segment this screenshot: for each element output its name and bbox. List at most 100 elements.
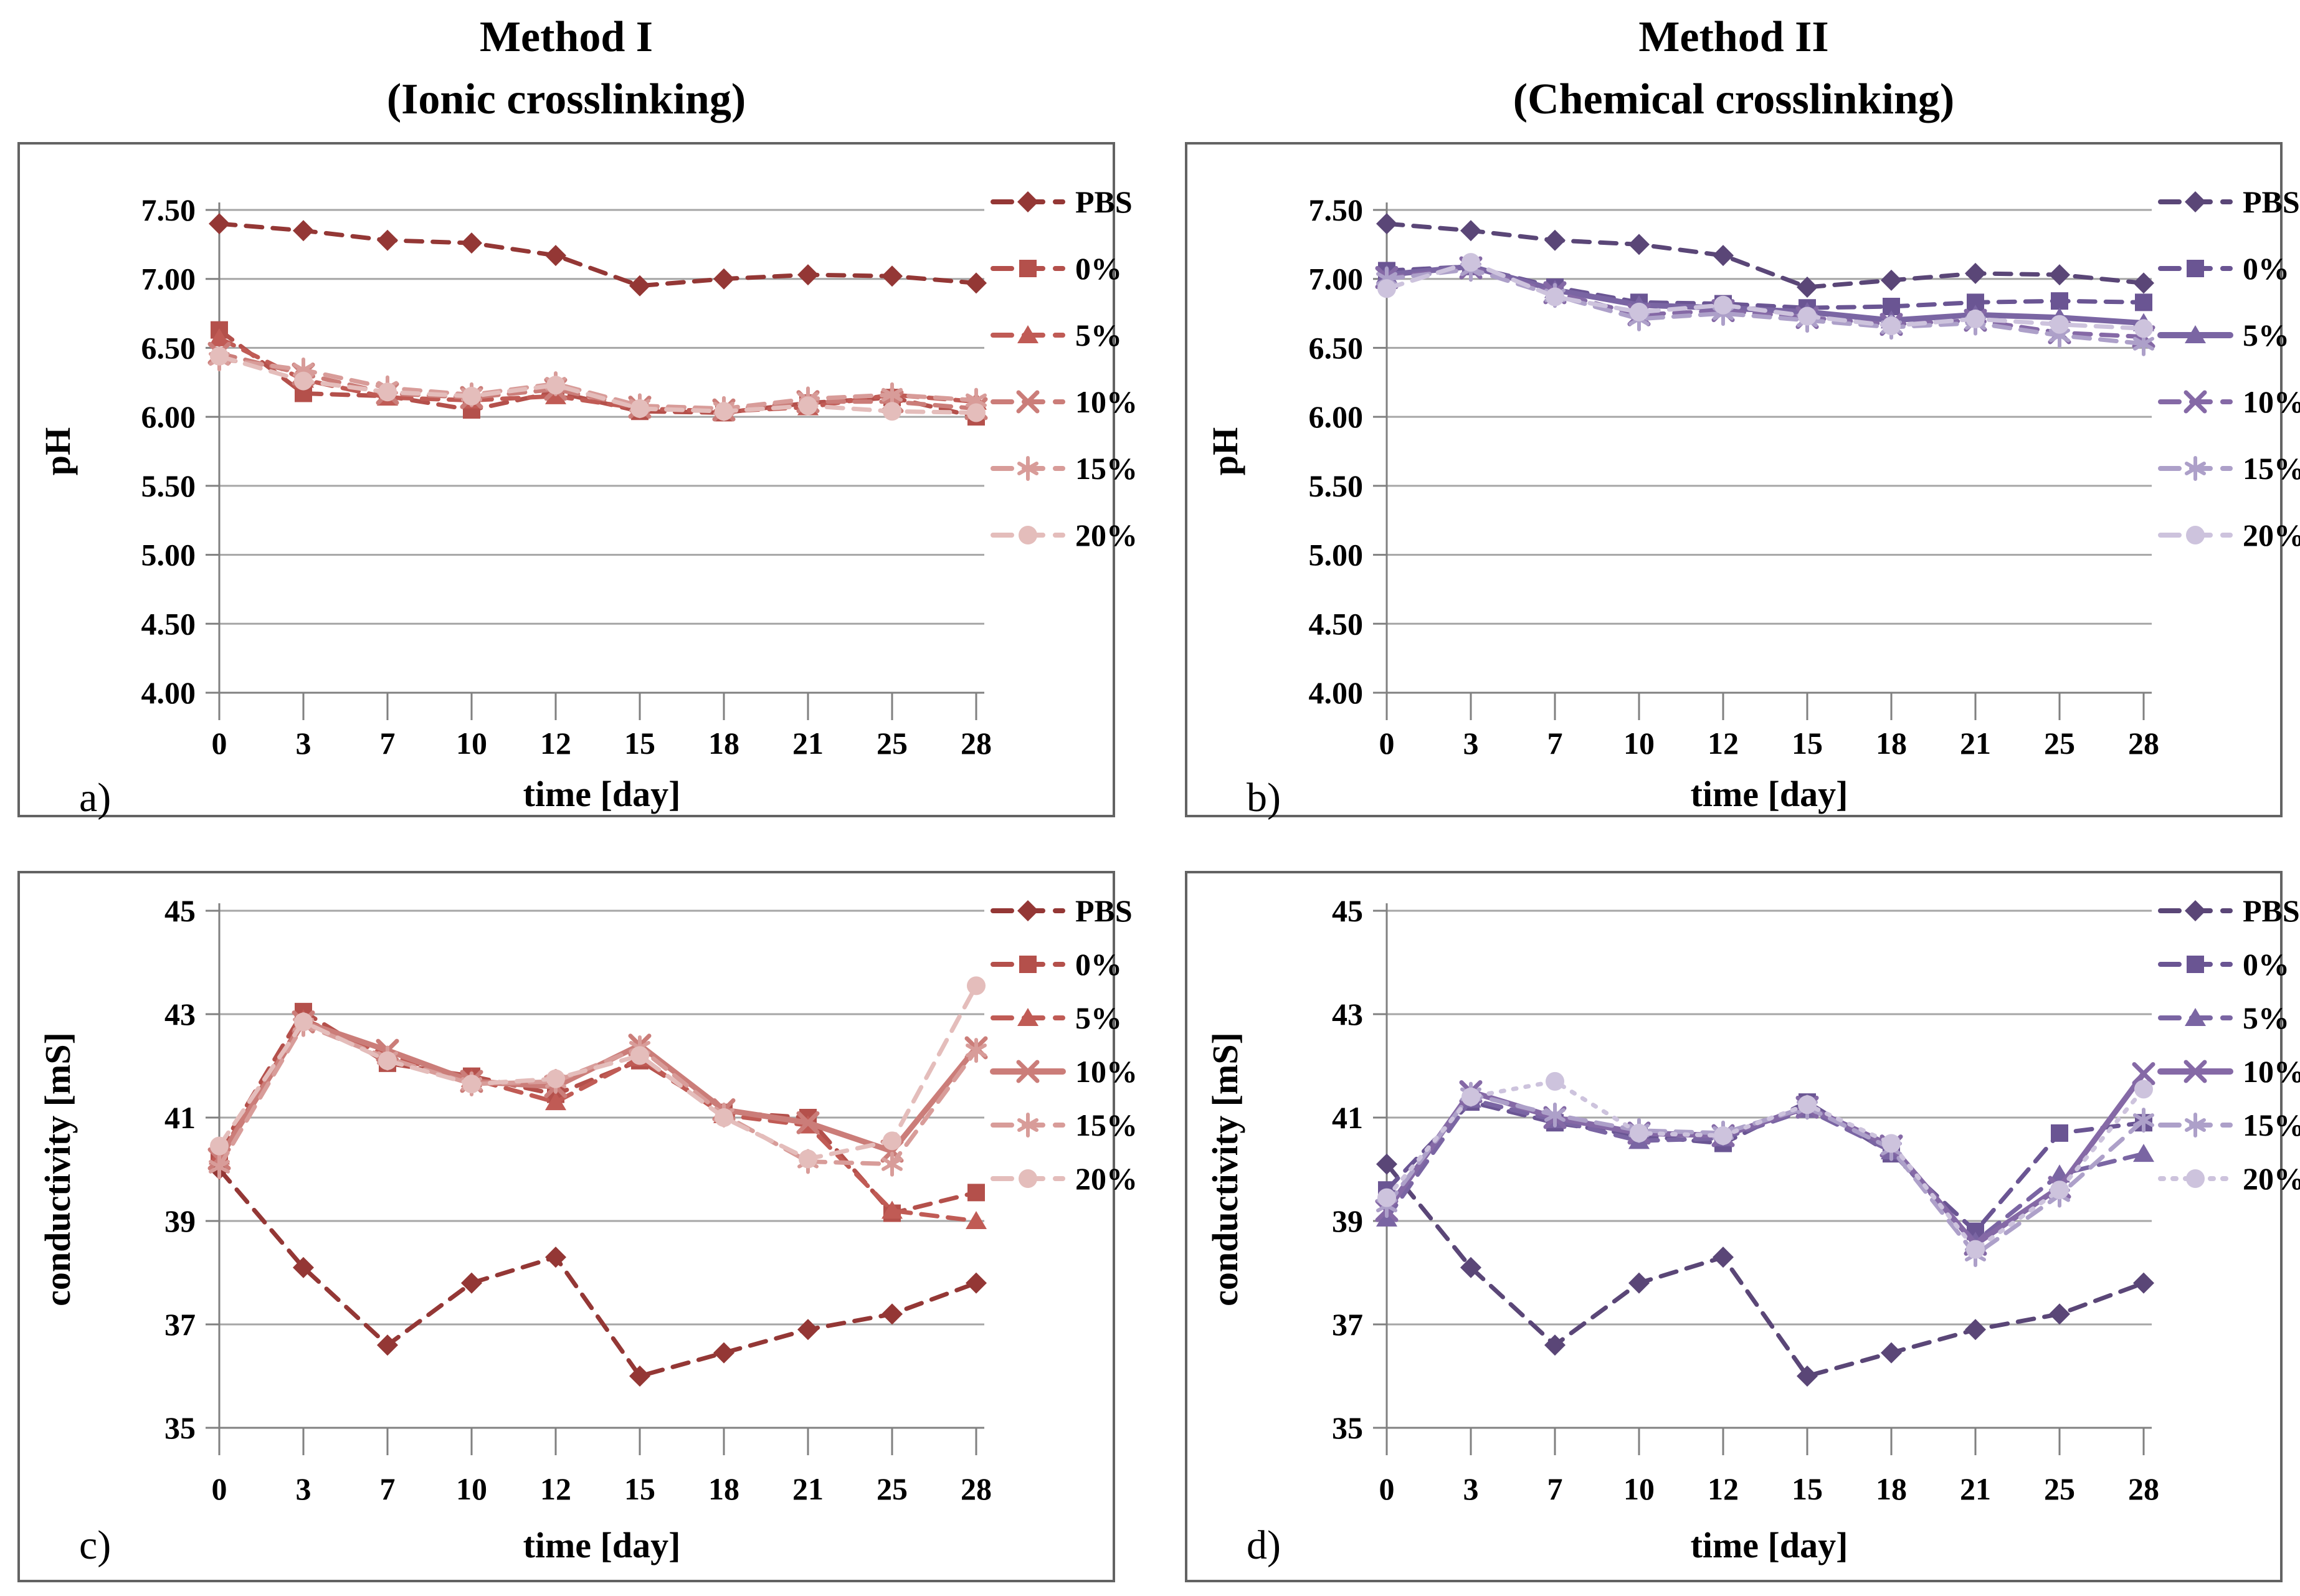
method1-subtitle: (Ionic crosslinking)	[386, 75, 746, 123]
circle-marker	[883, 1131, 901, 1151]
data-point-marker	[545, 1247, 566, 1268]
y-tick-label: 39	[1332, 1204, 1363, 1238]
panel-c-conductivity-method1: 45 43 41 39 37 35 0 3 7 10 12 15 18 21 25 28 PBS 0% 5% 10% 1…	[17, 871, 1138, 1582]
data-point-marker	[799, 1149, 817, 1169]
legend-label: 15%	[2243, 451, 2300, 486]
data-point-marker	[1628, 1272, 1650, 1294]
legend-label: 0%	[1075, 251, 1122, 286]
legend-marker	[2185, 325, 2206, 343]
circle-marker	[2186, 526, 2205, 544]
data-point-marker	[2050, 1180, 2069, 1200]
legend-label: PBS	[1075, 893, 1133, 928]
legend-label: PBS	[2243, 893, 2300, 928]
diamond-marker	[1797, 277, 1818, 298]
data-point-marker	[294, 371, 313, 391]
data-point-marker	[1798, 306, 1817, 326]
data-point-marker	[1881, 1342, 1902, 1364]
x-tick-label: 25	[2044, 1471, 2075, 1506]
method2-subtitle: (Chemical crosslinking)	[1513, 75, 1955, 123]
panel-d-conductivity-method2: 45 43 41 39 37 35 0 3 7 10 12 15 18 21 25 28 PBS 0% 5% 10% 1…	[1185, 871, 2300, 1582]
y-tick-label: 5.00	[1309, 538, 1364, 572]
y-axis-title: conductivity [mS]	[37, 1032, 78, 1306]
square-marker	[2187, 956, 2204, 973]
diamond-marker	[797, 1319, 819, 1341]
asterisk-marker	[882, 382, 903, 407]
circle-marker	[630, 399, 649, 418]
data-point-marker	[799, 396, 817, 416]
legend-label: 10%	[1075, 384, 1138, 419]
legend-marker	[1017, 456, 1038, 481]
series-line	[217, 1016, 979, 1223]
legend: PBS 0% 5% 10% 15% 20%	[991, 184, 1138, 553]
circle-marker	[1461, 1087, 1480, 1106]
diamond-marker	[1017, 900, 1038, 921]
x-tick-label: 7	[380, 726, 396, 761]
data-point-marker	[883, 1131, 901, 1151]
data-point-marker	[462, 1075, 481, 1094]
circle-marker	[1966, 309, 1985, 328]
y-tick-label: 5.00	[141, 538, 196, 572]
data-point-marker	[967, 1184, 985, 1202]
legend-marker	[2185, 191, 2206, 212]
series-line	[217, 1167, 979, 1379]
gridlines	[1373, 209, 2152, 694]
diamond-marker	[293, 220, 314, 242]
x-tick-label: 10	[456, 1471, 487, 1506]
x-tick-label: 3	[1463, 726, 1479, 761]
x-tick-label: 21	[792, 1471, 824, 1506]
diamond-marker	[461, 232, 482, 254]
triangle-marker	[1017, 325, 1038, 343]
y-tick-label: 4.50	[1309, 606, 1364, 641]
asterisk-marker	[2185, 1113, 2206, 1138]
circle-marker	[1377, 1188, 1396, 1207]
data-point-marker	[1460, 1256, 1481, 1278]
series-PBS	[209, 1159, 987, 1387]
series-line	[216, 1019, 979, 1162]
legend-label: 5%	[1075, 1000, 1122, 1035]
x-tick-label: 28	[961, 1471, 992, 1506]
panel-letter: d)	[1247, 1522, 1281, 1568]
method2-title-block: Method II (Chemical crosslinking)	[1185, 6, 2283, 131]
x-marker	[2132, 1062, 2155, 1085]
series-PBS	[1376, 1153, 2154, 1387]
legend-label: 0%	[2243, 947, 2289, 982]
legend-marker	[1017, 325, 1038, 343]
y-tick-label: 45	[164, 893, 196, 928]
data-point-marker	[1376, 1153, 1397, 1175]
data-point-marker	[546, 1069, 565, 1088]
legend-entry-20pct: 20%	[2158, 518, 2300, 553]
y-tick-label: 7.00	[141, 262, 196, 297]
data-point-marker	[1966, 309, 1985, 328]
legend: PBS 0% 5% 10% 15% 20%	[990, 893, 1138, 1196]
legend-label: 0%	[2243, 251, 2289, 286]
x-tick-label: 3	[1463, 1471, 1479, 1506]
x-marker	[1016, 390, 1040, 414]
series-15pct	[209, 1012, 987, 1179]
legend-marker	[2186, 526, 2205, 544]
data-point-marker	[1630, 1123, 1648, 1142]
legend-marker	[2187, 956, 2204, 973]
y-axis-title: conductivity [mS]	[1205, 1032, 1245, 1306]
x-marker	[1016, 1060, 1040, 1083]
diamond-marker	[1376, 213, 1397, 235]
data-point-marker	[2134, 1080, 2153, 1099]
diamond-marker	[629, 1366, 650, 1387]
diamond-marker	[1881, 1342, 1902, 1364]
series-20pct	[210, 346, 986, 422]
circle-marker	[546, 376, 565, 395]
x-marker	[796, 1111, 820, 1134]
data-point-marker	[2135, 293, 2152, 311]
legend-label: 5%	[1075, 318, 1122, 353]
x-tick-label: 21	[1960, 1471, 1991, 1506]
asterisk-marker	[966, 1038, 987, 1063]
circle-marker	[1546, 287, 1564, 306]
asterisk-marker	[882, 1151, 903, 1177]
x-tick-label: 25	[877, 1471, 908, 1506]
y-tick-label: 4.00	[1309, 675, 1364, 710]
series-PBS	[1376, 213, 2154, 298]
diamond-marker	[629, 275, 650, 297]
diamond-marker	[2133, 272, 2154, 294]
circle-marker	[294, 1012, 313, 1032]
legend-entry-0pct: 0%	[991, 947, 1122, 982]
circle-marker	[1630, 1123, 1648, 1142]
